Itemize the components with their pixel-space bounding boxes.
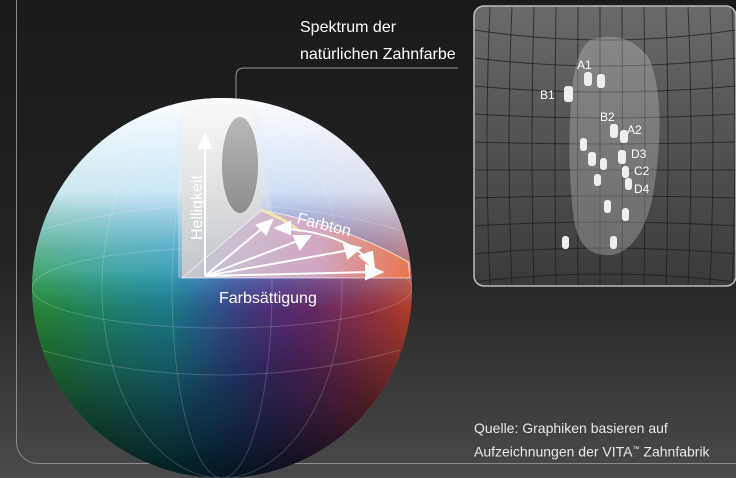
shade-label-c2: C2 (634, 164, 650, 178)
axis-label-helligkeit: Helligkeit (189, 175, 206, 240)
source-line-2: Aufzeichnungen der VITA™ Zahnfabrik (474, 439, 710, 463)
shade-label-d3: D3 (631, 147, 647, 161)
shade-label-a2: A2 (627, 123, 642, 137)
tooth-color-lens (222, 117, 258, 213)
axis-label-farbsaettigung: Farbsättigung (219, 290, 317, 307)
shade-map-panel: A1 B1 B2 A2 D3 C2 D4 (474, 6, 736, 286)
source-line-1: Quelle: Graphiken basieren auf (474, 418, 710, 439)
shade-label-d4: D4 (634, 182, 650, 196)
shade-label-b1: B1 (540, 88, 555, 102)
shade-label-b2: B2 (600, 110, 615, 124)
source-note: Quelle: Graphiken basieren auf Aufzeichn… (474, 418, 710, 463)
shade-label-a1: A1 (577, 58, 592, 72)
trademark-symbol: ™ (633, 446, 640, 453)
